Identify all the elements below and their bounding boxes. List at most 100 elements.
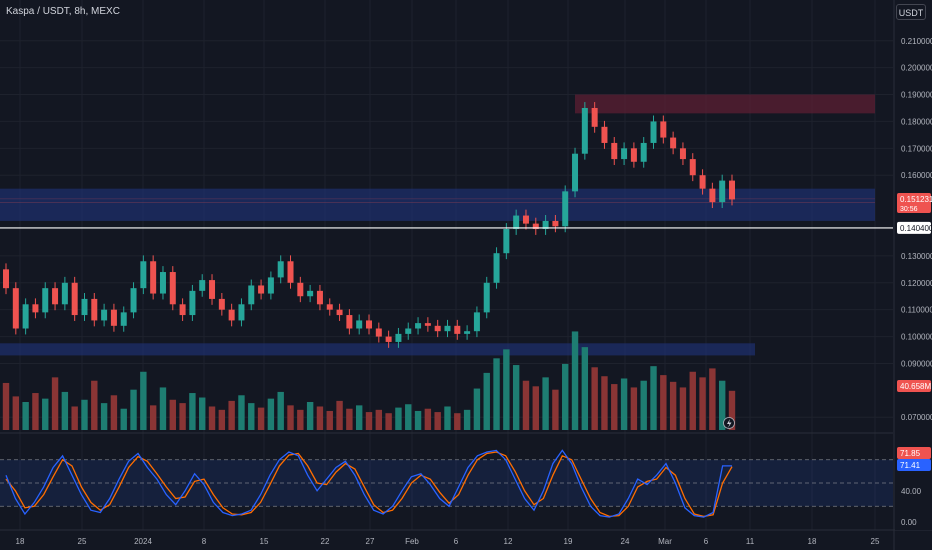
candle <box>670 131 677 155</box>
volume-bar <box>493 358 500 430</box>
volume-bar <box>306 402 314 430</box>
price-axis[interactable]: 0.210000 0.200000 0.190000 0.180000 0.170000… <box>895 0 932 530</box>
candle <box>297 276 304 303</box>
volume-bar <box>532 386 539 430</box>
candle <box>140 255 147 295</box>
candle <box>326 298 333 316</box>
candle-body <box>267 277 274 294</box>
volume-bar <box>375 409 383 430</box>
volume-bar <box>405 404 412 430</box>
price-tick-label: 0.110000 <box>901 306 932 315</box>
volume-bar <box>512 365 520 430</box>
volume-value-label-bg <box>897 380 931 392</box>
volume-bar <box>32 393 39 430</box>
candle-body <box>473 312 480 332</box>
time-tick-label: 15 <box>260 537 269 546</box>
candle-body <box>464 331 471 334</box>
volume-bar <box>444 406 451 430</box>
candle <box>218 293 225 316</box>
volume-value-label: 40.658M <box>897 380 931 392</box>
price-tick-label: 0.170000 <box>901 144 932 153</box>
volume-bar <box>463 409 471 430</box>
candle-body <box>130 288 137 313</box>
price-axis-bg <box>895 0 932 530</box>
candle-body <box>395 333 402 342</box>
candle <box>110 303 117 332</box>
candle <box>366 314 372 335</box>
candle-body <box>729 180 735 200</box>
candle <box>375 322 382 343</box>
candle <box>572 147 579 198</box>
candle <box>71 276 78 321</box>
zone-supply[interactable] <box>575 94 875 114</box>
candle <box>316 284 323 311</box>
candle <box>199 274 206 297</box>
candle <box>91 293 98 327</box>
candle-body <box>32 304 39 313</box>
volume-bar <box>267 398 275 430</box>
candle-body <box>61 282 68 305</box>
candle <box>415 317 422 335</box>
candle <box>209 274 216 305</box>
volume-bar <box>650 366 657 430</box>
volume-bar <box>228 400 235 430</box>
candle-body <box>169 272 176 305</box>
time-tick-label: 6 <box>704 537 709 546</box>
candle <box>42 282 49 319</box>
candle-body <box>689 159 696 176</box>
candle-body <box>660 121 667 138</box>
osc-tick-label: 0.00 <box>901 518 917 527</box>
candle-body <box>405 328 412 334</box>
lightning-icon[interactable] <box>723 417 735 429</box>
candle-body <box>287 261 294 283</box>
candle <box>640 137 647 168</box>
zone-range[interactable] <box>0 188 875 221</box>
current-price-label: 0.151231 30:56 <box>897 193 932 213</box>
candle-body <box>385 336 392 342</box>
volume-bar <box>424 408 432 430</box>
time-axis[interactable]: 18 25 2024 8 15 22 27 Feb 6 12 19 24 Mar 6 11 18 25 <box>16 537 880 546</box>
time-tick-label: 18 <box>16 537 25 546</box>
candle-body <box>709 188 716 203</box>
volume-bar <box>522 380 530 430</box>
candle-body <box>699 175 706 189</box>
currency-button[interactable]: USDT <box>896 4 926 20</box>
symbol-title[interactable]: Kaspa / USDT, 8h, MEXC <box>6 6 120 17</box>
line-price-label-text: 0.140400 <box>900 224 932 233</box>
candle-body <box>159 272 166 294</box>
volume-bar <box>718 380 726 430</box>
price-tick-label: 0.190000 <box>901 91 932 100</box>
volume-bar <box>140 371 147 430</box>
volume-bar <box>630 387 638 430</box>
candle-body <box>258 285 265 294</box>
volume-bar <box>248 403 255 430</box>
candle <box>189 284 196 321</box>
candle <box>248 279 255 311</box>
stoch-d-value-label-bg <box>897 459 931 471</box>
candle <box>356 314 363 335</box>
candle <box>22 298 29 335</box>
candle-body <box>101 309 108 321</box>
candle <box>228 303 235 327</box>
zone-support[interactable] <box>0 343 755 356</box>
current-price-label-subtext: 30:56 <box>900 206 918 213</box>
time-tick-label: 25 <box>871 537 880 546</box>
volume-bar <box>169 399 176 430</box>
candle <box>179 298 186 321</box>
volume-bar <box>728 390 736 430</box>
stoch-k-value-label: 71.85 <box>897 447 931 459</box>
candle-body <box>493 253 500 283</box>
candle-body <box>434 325 441 332</box>
candle <box>552 215 559 233</box>
time-tick-label: 12 <box>504 537 513 546</box>
candle-body <box>297 282 304 297</box>
candle-body <box>366 320 372 329</box>
candle-body <box>307 290 314 297</box>
candle <box>169 266 176 311</box>
candle-body <box>572 153 579 192</box>
volume-bar <box>473 388 481 430</box>
candle <box>346 309 353 335</box>
volume-bar <box>159 387 167 430</box>
volume-bar <box>709 368 716 430</box>
